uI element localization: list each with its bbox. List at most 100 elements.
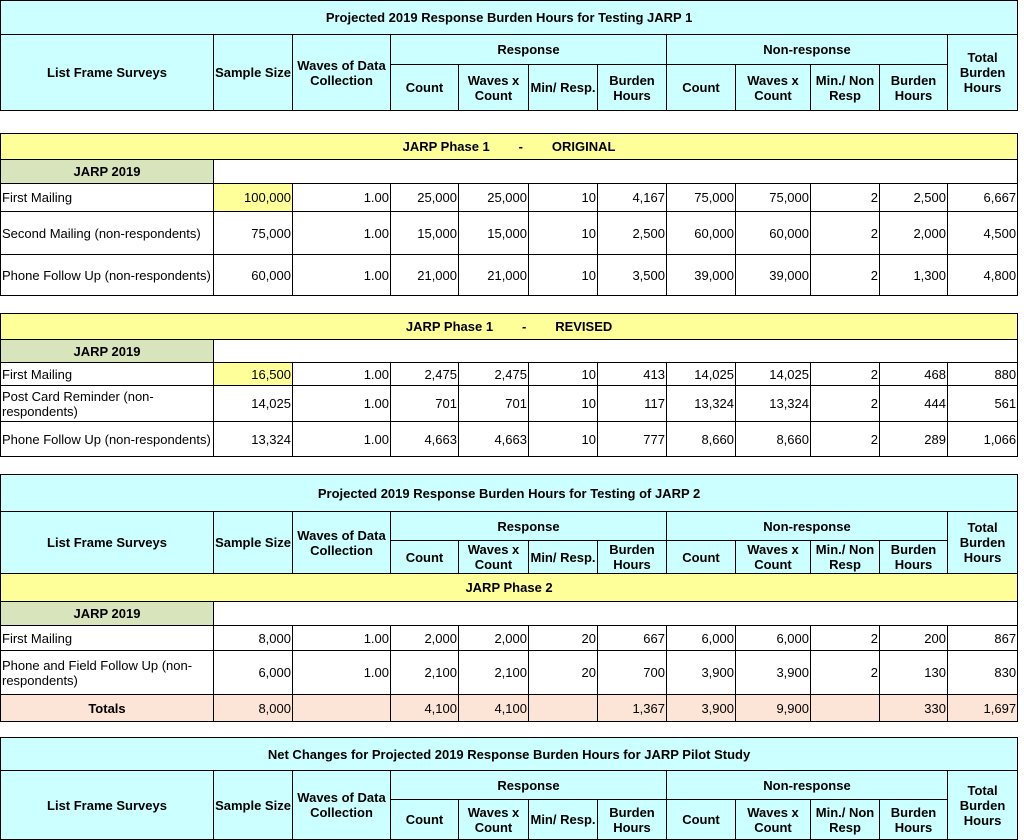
cell[interactable]: 10 [528, 421, 598, 457]
cell[interactable]: 2 [810, 385, 880, 422]
cell[interactable]: 200 [879, 625, 948, 651]
group-label: JARP 2019 [0, 339, 214, 363]
cell[interactable]: 2,500 [597, 211, 667, 255]
cell[interactable]: 4,500 [946, 211, 1019, 255]
cell[interactable]: 2,000 [879, 211, 948, 255]
cell[interactable]: 3,900 [666, 650, 736, 695]
cell[interactable]: 1,066 [946, 421, 1019, 457]
cell[interactable]: 20 [528, 625, 598, 651]
cell[interactable]: 2,000 [390, 625, 459, 651]
cell[interactable]: 830 [946, 650, 1019, 695]
cell[interactable]: 2 [810, 362, 880, 386]
cell[interactable]: 2,100 [390, 650, 459, 695]
cell[interactable]: 3,500 [597, 254, 667, 296]
cell[interactable]: 2 [810, 625, 880, 651]
cell[interactable]: 3,900 [735, 650, 811, 695]
cell[interactable]: 14,025 [213, 385, 293, 422]
cell[interactable]: 444 [879, 385, 948, 422]
cell[interactable]: 6,000 [735, 625, 811, 651]
cell[interactable]: 8,660 [666, 421, 736, 457]
cell[interactable]: 1.00 [292, 362, 391, 386]
cell[interactable]: 2 [810, 421, 880, 457]
cell[interactable]: 10 [528, 183, 598, 212]
cell[interactable]: 561 [946, 385, 1019, 422]
cell[interactable]: 60,000 [213, 254, 293, 296]
cell[interactable]: 468 [879, 362, 948, 386]
cell[interactable]: 4,663 [390, 421, 459, 457]
table-jarp1-original: JARP Phase 1 - ORIGINAL JARP 2019 First Ma… [0, 133, 1019, 296]
cell[interactable]: 60,000 [666, 211, 736, 255]
cell[interactable]: 13,324 [735, 385, 811, 422]
cell[interactable]: 39,000 [666, 254, 736, 296]
cell[interactable]: 21,000 [390, 254, 459, 296]
table-row: List Frame Surveys Sample Size Waves of Da… [0, 34, 1019, 111]
cell[interactable]: 1.00 [292, 421, 391, 457]
cell[interactable]: 130 [879, 650, 948, 695]
cell[interactable]: 10 [528, 254, 598, 296]
cell[interactable]: 413 [597, 362, 667, 386]
cell[interactable]: 2 [810, 183, 880, 212]
cell[interactable]: 16,500 [213, 362, 293, 386]
cell[interactable]: 2,100 [458, 650, 529, 695]
blank [212, 159, 1019, 184]
cell[interactable]: 2,475 [390, 362, 459, 386]
cell[interactable]: 2,500 [879, 183, 948, 212]
cell[interactable]: 6,000 [213, 650, 293, 695]
header-waves: Waves of Data Collection [292, 770, 391, 840]
table-row: Phone and Field Follow Up (non-responden… [0, 650, 1019, 695]
cell[interactable]: 1.00 [292, 625, 391, 651]
header-total: Total Burden Hours [946, 511, 1019, 574]
cell[interactable]: 289 [879, 421, 948, 457]
cell[interactable]: 701 [458, 385, 529, 422]
cell[interactable]: 100,000 [213, 183, 293, 212]
cell[interactable]: 39,000 [735, 254, 811, 296]
cell[interactable]: 20 [528, 650, 598, 695]
cell[interactable]: 8,000 [213, 625, 293, 651]
table-title: JARP Phase 2 [0, 573, 1019, 602]
cell[interactable]: 14,025 [666, 362, 736, 386]
cell[interactable]: 13,324 [666, 385, 736, 422]
cell[interactable]: 13,324 [213, 421, 293, 457]
cell[interactable]: 10 [528, 362, 598, 386]
cell[interactable]: 2 [810, 211, 880, 255]
cell[interactable]: 25,000 [390, 183, 459, 212]
header-burden-hours: Burden Hours [879, 64, 948, 111]
cell[interactable]: 1.00 [292, 650, 391, 695]
cell[interactable]: 4,663 [458, 421, 529, 457]
cell[interactable]: 1.00 [292, 183, 391, 212]
cell[interactable]: 21,000 [458, 254, 529, 296]
cell[interactable]: 10 [528, 211, 598, 255]
cell[interactable]: 10 [528, 385, 598, 422]
cell[interactable]: 117 [597, 385, 667, 422]
cell[interactable]: 4,800 [946, 254, 1019, 296]
header-burden-hours: Burden Hours [597, 540, 667, 574]
cell[interactable]: 701 [390, 385, 459, 422]
cell[interactable]: 2,000 [458, 625, 529, 651]
cell[interactable]: 14,025 [735, 362, 811, 386]
cell[interactable]: 60,000 [735, 211, 811, 255]
cell[interactable]: 777 [597, 421, 667, 457]
cell[interactable]: 700 [597, 650, 667, 695]
cell[interactable]: 8,660 [735, 421, 811, 457]
cell[interactable]: 2 [810, 254, 880, 296]
cell[interactable]: 4,167 [597, 183, 667, 212]
cell[interactable]: 1,300 [879, 254, 948, 296]
cell[interactable]: 1.00 [292, 211, 391, 255]
cell[interactable]: 15,000 [458, 211, 529, 255]
cell[interactable]: 6,667 [946, 183, 1019, 212]
cell[interactable]: 667 [597, 625, 667, 651]
cell[interactable]: 6,000 [666, 625, 736, 651]
cell[interactable]: 1.00 [292, 254, 391, 296]
table-row: JARP Phase 2 [0, 573, 1019, 602]
cell[interactable]: 2 [810, 650, 880, 695]
cell[interactable]: 880 [946, 362, 1019, 386]
cell[interactable]: 75,000 [735, 183, 811, 212]
header-count: Count [390, 799, 459, 840]
cell[interactable]: 75,000 [213, 211, 293, 255]
cell[interactable]: 1.00 [292, 385, 391, 422]
cell[interactable]: 2,475 [458, 362, 529, 386]
cell[interactable]: 867 [946, 625, 1019, 651]
cell[interactable]: 75,000 [666, 183, 736, 212]
cell[interactable]: 25,000 [458, 183, 529, 212]
cell[interactable]: 15,000 [390, 211, 459, 255]
